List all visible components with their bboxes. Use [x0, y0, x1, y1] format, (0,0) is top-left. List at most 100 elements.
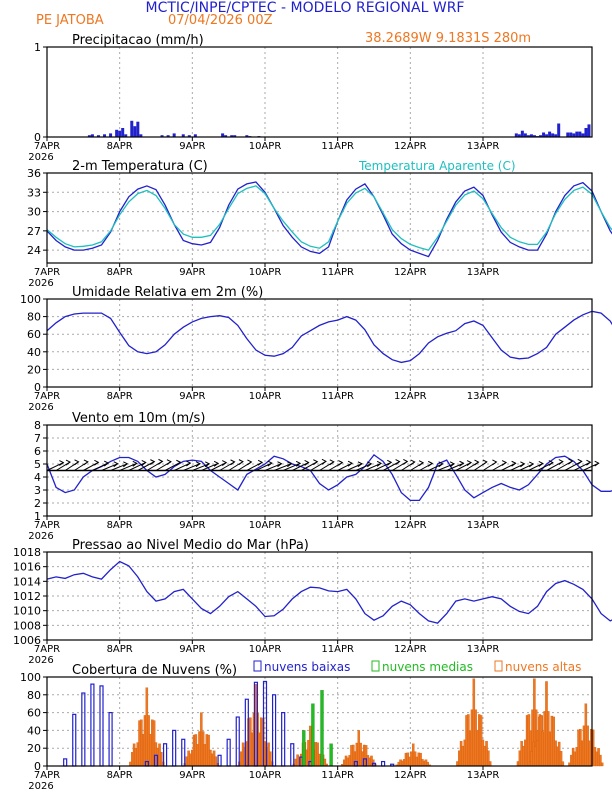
legend-nuvens-medias: nuvens medias: [382, 660, 473, 674]
wind-arrowhead: [59, 460, 65, 466]
x-tick-label: 7APR: [34, 267, 60, 278]
wind-arrow: [173, 462, 191, 471]
x-tick-label: 8APR: [107, 770, 133, 781]
wind-arrow: [46, 462, 64, 471]
precip-bar: [166, 135, 170, 137]
y-tick-label: 3: [34, 484, 41, 497]
wind-arrowhead: [418, 460, 425, 467]
wind-arrowhead: [113, 461, 119, 468]
precip-bar: [542, 132, 546, 137]
x-tick-label: 13APR: [467, 770, 500, 781]
run-date: 07/04/2026 00Z: [168, 13, 273, 28]
x-tick-label: 8APR: [107, 644, 133, 655]
wind-arrow: [201, 462, 219, 471]
y-tick-label: 20: [27, 363, 41, 376]
y-tick-label: 0: [34, 131, 41, 144]
wind-arrowhead: [313, 459, 319, 466]
wind-arrowhead: [321, 458, 327, 465]
precip-bar: [523, 133, 527, 137]
precip-bar: [575, 131, 579, 137]
panel-title: Precipitacao (mm/h): [72, 33, 204, 48]
y-tick-label: 24: [27, 244, 41, 257]
precip-bar: [539, 135, 543, 137]
wind-arrowhead: [501, 460, 508, 466]
wind-arrowhead: [277, 461, 283, 468]
x-tick-label: 10APR: [249, 770, 282, 781]
legend-nuvens-altas: nuvens altas: [505, 660, 581, 674]
y-tick-label: 36: [27, 167, 41, 180]
y-tick-label: 100: [20, 293, 41, 306]
y-tick-label: 0: [34, 381, 41, 394]
x-tick-label: 12APR: [394, 520, 427, 531]
wind-arrowhead: [65, 459, 71, 466]
x-tick-label: 12APR: [394, 391, 427, 402]
wind-arrow: [192, 463, 210, 471]
panels: 01 Precipitacao (mm/h)7APR 8APR 9APR 10APR 11…: [13, 33, 612, 792]
precip-bar: [517, 134, 521, 137]
panel-title: 2-m Temperatura (C): [72, 159, 208, 174]
precip-bar: [87, 135, 91, 137]
y-tick-label: 33: [27, 186, 41, 199]
cloud-low-bar: [81, 692, 86, 767]
y-tick-label: 80: [27, 311, 41, 324]
wind-arrow: [128, 461, 146, 471]
wind-arrowhead: [347, 460, 353, 467]
cloud-low-bar: [290, 743, 295, 767]
wind-arrowhead: [186, 460, 192, 467]
y-tick-label: 100: [20, 671, 41, 684]
wind-arrowhead: [287, 461, 293, 468]
wind-arrowhead: [386, 459, 393, 466]
x-tick-label: 7APR: [34, 391, 60, 402]
y-tick-label: 2: [34, 497, 41, 510]
wind-arrowhead: [438, 461, 444, 468]
wind-arrowhead: [403, 458, 409, 465]
wind-arrowhead: [528, 461, 535, 468]
precip-bar: [96, 135, 100, 137]
wind-arrowhead: [357, 461, 363, 468]
wind-arrowhead: [267, 460, 273, 467]
legend-temperatura-aparente: Temperatura Aparente (C): [358, 159, 516, 173]
y-tick-label: 1012: [13, 590, 41, 603]
y-tick-label: 80: [27, 689, 41, 702]
precip-bar: [233, 135, 237, 137]
precip-bar: [532, 135, 536, 137]
x-tick-label: 10APR: [249, 644, 282, 655]
y-tick-label: 30: [27, 206, 41, 219]
wind-arrow: [346, 463, 363, 471]
cloud-low-bar: [181, 738, 186, 767]
x-tick-label: 12APR: [394, 267, 427, 278]
precip-bar: [587, 124, 591, 137]
wind-arrow: [573, 461, 591, 471]
panel-frame: [46, 172, 593, 264]
wind-arrowhead: [586, 459, 592, 466]
wind-arrowhead: [74, 459, 80, 466]
wind-arrow: [437, 463, 455, 471]
legend-box-altas: [494, 660, 503, 672]
x-tick-label: 9APR: [179, 141, 205, 152]
y-tick-label: 1016: [13, 561, 41, 574]
wind-arrow: [373, 461, 392, 471]
wind-arrow: [519, 463, 534, 471]
wind-arrowhead: [295, 460, 302, 467]
precip-bar: [578, 131, 582, 137]
y-tick-label: 20: [27, 742, 41, 755]
wind-arrow: [183, 463, 201, 471]
cloud-low-bar: [217, 754, 222, 767]
precip-bar: [529, 134, 533, 137]
precip-bar: [526, 135, 530, 137]
cloud-low-bar: [99, 685, 104, 767]
wind-arrow: [282, 462, 301, 471]
panel-frame: [46, 298, 593, 388]
precip-bar: [193, 134, 197, 137]
x-tick-label: 8APR: [107, 520, 133, 531]
x-year-label: 2026: [28, 781, 53, 792]
cloud-low-bar: [108, 711, 113, 767]
wind-arrow: [110, 463, 128, 471]
cloud-low-bar: [90, 683, 95, 767]
wind-arrowhead: [548, 460, 554, 466]
wind-arrowhead: [150, 459, 156, 466]
wind-arrowhead: [482, 459, 488, 466]
x-tick-label: 13APR: [467, 644, 500, 655]
x-tick-label: 8APR: [107, 267, 133, 278]
